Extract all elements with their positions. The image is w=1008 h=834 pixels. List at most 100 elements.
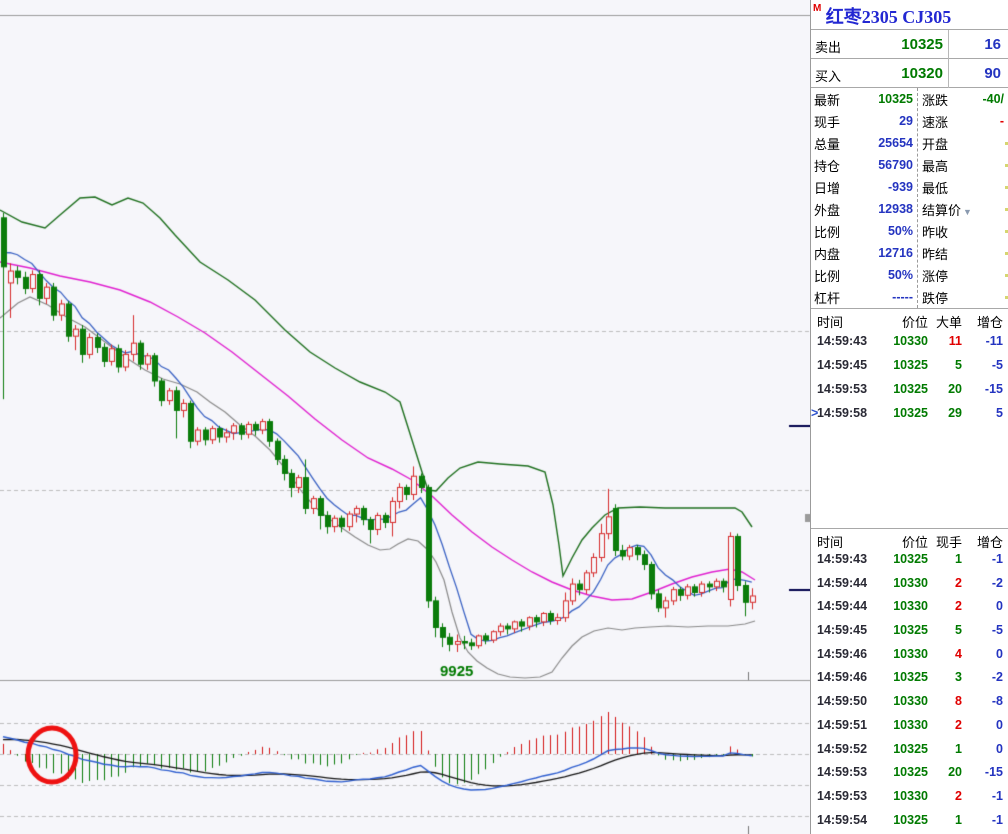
trade-time: 14:59:46: [817, 646, 868, 661]
stat-label: 结算价 ▼: [922, 202, 972, 218]
position-change: -5: [991, 358, 1003, 372]
trade-row: 14:59:50 10330 8 -8: [811, 694, 1008, 718]
stat-row: 比例 50%: [811, 264, 917, 286]
minute-marker-m: M: [813, 3, 822, 14]
trade-volume: 20: [948, 382, 962, 396]
stat-value: -: [999, 114, 1004, 128]
stat-label: 最低: [922, 180, 949, 196]
contract-code: CJ305: [902, 7, 952, 27]
trade-price: 10325: [893, 765, 928, 780]
stat-value: 12938: [878, 202, 913, 216]
stat-value: 12716: [878, 246, 913, 260]
trade-volume: 1: [955, 741, 962, 756]
stat-label: 开盘: [922, 136, 949, 152]
stat-row: 比例 50%: [811, 220, 917, 242]
trade-volume: 2: [955, 599, 962, 614]
ask-row[interactable]: 卖出 10325 16: [811, 30, 1008, 59]
stat-row: 持仓 56790: [811, 154, 917, 176]
trade-time: 14:59:53: [817, 382, 868, 396]
trade-time: 14:59:53: [817, 788, 868, 803]
position-change: -15: [984, 765, 1003, 780]
clipped-value-sliver: [1005, 208, 1008, 211]
trade-price: 10325: [893, 812, 928, 827]
position-change: -8: [991, 694, 1003, 709]
stat-row: 最高: [919, 154, 1008, 176]
trade-time: 14:59:44: [817, 575, 868, 590]
bid-row[interactable]: 买入 10320 90: [811, 59, 1008, 88]
stat-value: -40/: [982, 92, 1004, 106]
trade-row: 14:59:52 10325 1 0: [811, 742, 1008, 766]
trade-price: 10330: [893, 717, 928, 732]
trade-price: 10330: [893, 788, 928, 803]
trade-time: 14:59:45: [817, 358, 868, 372]
clipped-value-sliver: [1005, 274, 1008, 277]
stats-grid: 最新 10325 现手 29 总量 25654 持仓 56790 日增 -939 外盘 12938 比例…: [811, 88, 1008, 308]
trade-row: 14:59:53 10325 20 -15: [811, 382, 1008, 406]
trade-price: 10325: [893, 382, 928, 396]
table-header: 时间 价位 大单 增仓: [817, 315, 1003, 330]
contract-name: 红枣2305: [825, 7, 898, 27]
stat-row: 速涨 -: [919, 110, 1008, 132]
stat-label: 昨结: [922, 246, 949, 262]
stat-row: 最低: [919, 176, 1008, 198]
trade-row: 14:59:44 10330 2 -2: [811, 576, 1008, 600]
trade-time: 14:59:54: [817, 812, 868, 827]
ask-volume: 16: [984, 36, 1001, 53]
trade-volume: 20: [948, 765, 962, 780]
stats-left-column: 最新 10325 现手 29 总量 25654 持仓 56790 日增 -939 外盘 12938 比例…: [811, 88, 918, 308]
stat-label: 比例: [814, 224, 841, 240]
trade-volume: 2: [955, 717, 962, 732]
big-order-table[interactable]: 时间 价位 大单 增仓 14:59:43 10330 11 -11 14:59:45 10325 5…: [811, 312, 1008, 430]
stat-row: 昨结: [919, 242, 1008, 264]
ask-label: 卖出: [815, 40, 842, 55]
stat-label: 最高: [922, 158, 949, 174]
trade-time: 14:59:58: [817, 406, 868, 420]
stat-row: 涨停: [919, 264, 1008, 286]
trade-row: 14:59:51 10330 2 0: [811, 718, 1008, 742]
trade-row: 14:59:44 10330 2 0: [811, 599, 1008, 623]
stat-label: 涨停: [922, 268, 949, 284]
trade-volume: 2: [955, 788, 962, 803]
position-change: -1: [991, 788, 1003, 803]
stat-row: 结算价 ▼: [919, 198, 1008, 220]
trade-price: 10325: [893, 670, 928, 685]
trade-time: 14:59:53: [817, 765, 868, 780]
position-change: -1: [991, 812, 1003, 827]
chart-area: [0, 0, 810, 834]
stat-value: -939: [887, 180, 913, 194]
bid-volume: 90: [984, 65, 1001, 82]
stat-row: 日增 -939: [811, 176, 917, 198]
clipped-value-sliver: [1005, 230, 1008, 233]
trade-row: 14:59:54 10325 1 -1: [811, 813, 1008, 834]
trade-time: 14:59:51: [817, 717, 868, 732]
clipped-value-sliver: [1005, 142, 1008, 145]
clipped-value-sliver: [1005, 296, 1008, 299]
current-row-marker-icon: >: [811, 406, 819, 420]
kline-chart-canvas[interactable]: [0, 0, 810, 834]
position-change: 0: [996, 717, 1003, 732]
stat-label: 现手: [814, 114, 841, 130]
trade-row: 14:59:43 10330 11 -11: [811, 334, 1008, 358]
trade-time: 14:59:43: [817, 552, 868, 566]
stat-value: 10325: [878, 92, 913, 106]
stat-label: 比例: [814, 268, 841, 284]
stat-label: 持仓: [814, 158, 841, 174]
table-header: 时间 价位 现手 增仓: [817, 535, 1003, 550]
position-change: 5: [996, 406, 1003, 420]
trade-time: 14:59:50: [817, 694, 868, 709]
trade-price: 10325: [893, 406, 928, 420]
trade-volume: 29: [948, 406, 962, 420]
trade-price: 10330: [893, 646, 928, 661]
trade-volume: 1: [955, 812, 962, 827]
stat-value: -----: [892, 290, 913, 304]
tick-trade-table[interactable]: 时间 价位 现手 增仓 14:59:43 10325 1 -1 14:59:44 10330 2 -2…: [811, 532, 1008, 834]
trade-price: 10330: [893, 599, 928, 614]
chevron-down-icon[interactable]: ▼: [963, 206, 972, 217]
position-change: 0: [996, 646, 1003, 661]
stats-right-column: 涨跌 -40/速涨 - 开盘 最高 最低 结算价 ▼ 昨收 昨结 涨停 跌停: [919, 88, 1008, 308]
stat-label: 速涨: [922, 114, 949, 130]
trade-price: 10325: [893, 623, 928, 638]
trade-row: 14:59:53 10330 2 -1: [811, 789, 1008, 813]
trade-volume: 5: [955, 358, 962, 372]
trade-row: 14:59:53 10325 20 -15: [811, 765, 1008, 789]
